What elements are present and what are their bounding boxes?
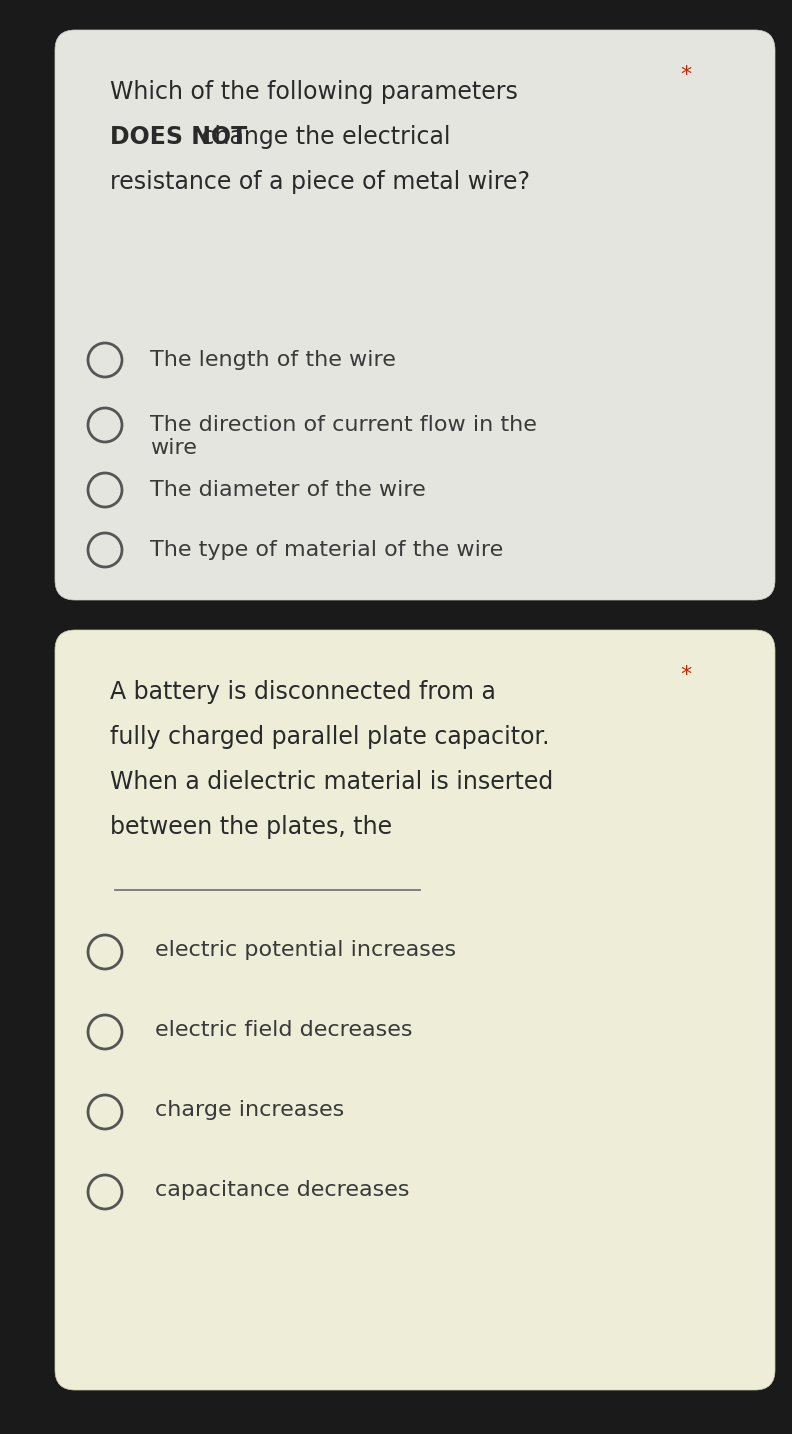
Text: *: * xyxy=(680,65,691,85)
Text: The length of the wire: The length of the wire xyxy=(150,350,396,370)
Text: Which of the following parameters: Which of the following parameters xyxy=(110,80,518,105)
Text: electric field decreases: electric field decreases xyxy=(155,1020,413,1040)
FancyBboxPatch shape xyxy=(55,30,775,599)
Text: The type of material of the wire: The type of material of the wire xyxy=(150,541,503,561)
Text: between the plates, the: between the plates, the xyxy=(110,815,392,839)
Text: When a dielectric material is inserted: When a dielectric material is inserted xyxy=(110,770,554,794)
Text: fully charged parallel plate capacitor.: fully charged parallel plate capacitor. xyxy=(110,726,550,749)
FancyBboxPatch shape xyxy=(55,630,775,1390)
Text: capacitance decreases: capacitance decreases xyxy=(155,1180,409,1200)
Text: *: * xyxy=(680,665,691,685)
Text: The diameter of the wire: The diameter of the wire xyxy=(150,480,426,500)
Text: The direction of current flow in the
wire: The direction of current flow in the wir… xyxy=(150,414,537,459)
Text: electric potential increases: electric potential increases xyxy=(155,941,456,959)
Text: resistance of a piece of metal wire?: resistance of a piece of metal wire? xyxy=(110,171,530,194)
Text: change the electrical: change the electrical xyxy=(194,125,451,149)
Text: A battery is disconnected from a: A battery is disconnected from a xyxy=(110,680,496,704)
Text: DOES NOT: DOES NOT xyxy=(110,125,247,149)
Text: charge increases: charge increases xyxy=(155,1100,345,1120)
